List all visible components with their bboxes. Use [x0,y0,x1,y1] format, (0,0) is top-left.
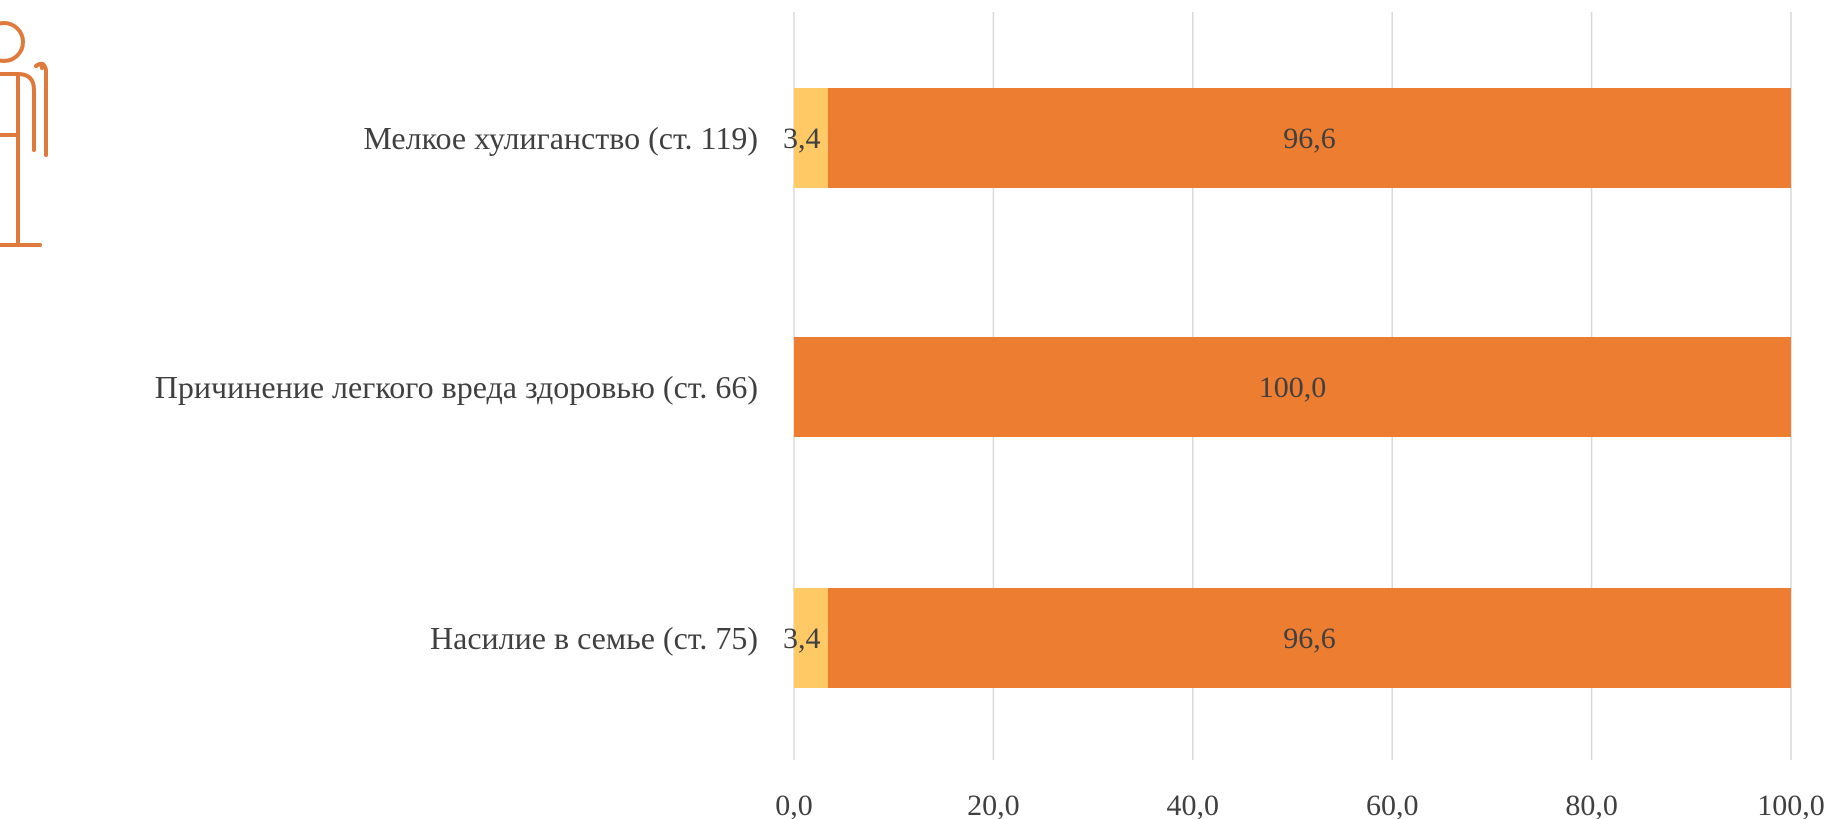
bar-segment [794,337,1791,437]
data-label: 3,4 [783,622,821,655]
bar-segment [794,588,828,688]
category-labels: Мелкое хулиганство (ст. 119) Причинение л… [155,120,758,656]
x-tick-label: 80,0 [1565,789,1618,819]
x-tick-label: 60,0 [1366,789,1419,819]
category-label: Насилие в семье (ст. 75) [430,620,758,656]
elderly-person-icon [0,21,48,247]
data-label: 96,6 [1283,122,1336,155]
data-label: 100,0 [1259,371,1327,404]
x-tick-label: 40,0 [1167,789,1220,819]
bar-segment [827,588,1791,688]
data-label: 96,6 [1283,622,1336,655]
x-tick-label: 0,0 [775,789,813,819]
bars [794,88,1791,688]
category-label: Причинение легкого вреда здоровью (ст. 6… [155,369,758,405]
data-label: 3,4 [783,122,821,155]
bar-segment [794,88,828,188]
bar-segment [827,88,1791,188]
category-label: Мелкое хулиганство (ст. 119) [363,120,758,156]
x-tick-labels: 0,0 20,0 40,0 60,0 80,0 100,0 [775,789,1825,819]
x-tick-label: 100,0 [1757,789,1825,819]
data-labels: 3,4 96,6 100,0 3,4 96,6 [783,122,1336,655]
x-tick-label: 20,0 [967,789,1020,819]
